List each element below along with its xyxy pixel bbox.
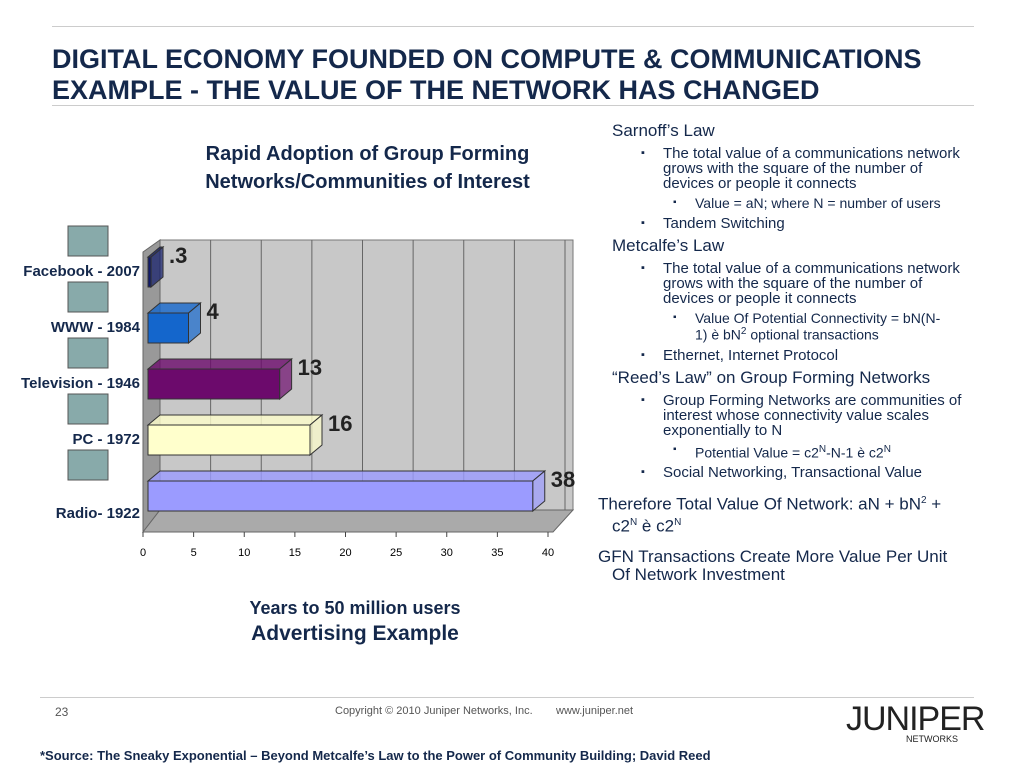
sub-bullet: Potential Value = c2N-N-1 è c2N [673,443,945,461]
text-part: Value = aN; where N = number of users [695,195,941,211]
text-part: N [883,443,891,455]
value-label: 4 [207,299,220,324]
bar-front [147,424,311,456]
value-label: 16 [328,411,352,436]
value-label: 38 [551,467,575,492]
x-tick-label: 15 [289,547,301,559]
footer-rule [40,697,974,698]
conclusion: Therefore Total Value Of Network: aN + b… [598,492,962,535]
top-rule [52,26,974,27]
category-icon [67,449,109,481]
text-part: -N-1 è c2 [826,444,884,461]
title-rule [52,105,974,106]
x-tick-label: 5 [191,547,197,559]
x-axis-label: Years to 50 million users [249,598,461,618]
text-part: GFN Transactions Create More Value Per U… [598,546,948,584]
text-part: 2 [740,326,747,337]
text-part: + c2 [612,494,942,536]
category-label: Radio- 1922 [56,505,140,522]
text-part: Tandem Switching [663,215,785,232]
conclusion: GFN Transactions Create More Value Per U… [598,546,962,584]
bar-front [147,312,189,344]
category-label: Television - 1946 [21,375,140,392]
bullet: Tandem Switching [641,215,963,232]
bar [146,413,324,457]
floor [141,509,575,533]
text-part: Potential Value = c2 [695,444,819,461]
text-part: Group Forming Networks are communities o… [663,391,962,439]
text-part: Ethernet, Internet Protocol [663,346,839,364]
value-label: .3 [169,243,187,268]
section-heading: “Reed’s Law” on Group Forming Networks [612,367,931,387]
bar [146,301,202,345]
text-part: The total value of a communications netw… [663,260,960,307]
bar-top [146,414,324,426]
text-part: Social Networking, Transactional Value [663,464,923,482]
text-part: N [629,516,638,528]
bar-front [147,256,152,288]
bar [146,245,165,289]
bullet: Social Networking, Transactional Value [641,464,963,482]
chart: 0 5 10 15 20 25 30 35 40 .3 Facebook - 2007 4 WWW - … [21,225,575,559]
x-tick-label: 40 [542,547,554,559]
text-part: Value Of Potential Connectivity = bN(N-1… [695,310,941,343]
url: www.juniper.net [556,705,634,717]
text-part: Therefore Total Value Of Network: aN + b… [598,494,921,514]
text-part: optional transactions [746,326,879,343]
bar [146,469,547,513]
sidebar: Sarnoff’s Law The total value of a commun… [598,116,968,584]
x-tick-label: 20 [339,547,351,559]
x-tick-label: 25 [390,547,402,559]
source: *Source: The Sneaky Exponential – Beyond… [40,748,711,763]
bar [146,357,294,401]
text-part: è c2 [637,516,675,536]
bullet: Group Forming Networks are communities o… [641,391,963,439]
bar-top [146,470,547,482]
section-heading: Metcalfe’s Law [612,236,725,255]
bar-front [147,480,534,512]
slide-title: EXAMPLE - THE VALUE OF THE NETWORK HAS C… [52,75,820,105]
category-label: WWW - 1984 [51,319,141,336]
page-number: 23 [55,705,69,719]
category-icon [67,393,109,425]
bar-top [146,358,294,370]
x-tick-label: 10 [238,547,250,559]
category-label: PC - 1972 [72,431,140,448]
category-icon [67,225,109,257]
category-icon [67,281,109,313]
category-label: Facebook - 2007 [23,263,140,280]
text-part: 2 [921,495,927,507]
chart-title: Rapid Adoption of Group Forming Networks… [205,143,530,193]
section-heading: Sarnoff’s Law [612,121,715,140]
logo-sub: NETWORKS [906,734,959,744]
bullet: The total value of a communications netw… [641,145,963,192]
chart-subtitle: Advertising Example [251,622,459,645]
category-icon [67,337,109,369]
copyright: Copyright © 2010 Juniper Networks, Inc. [335,705,533,717]
sub-bullet: Value Of Potential Connectivity = bN(N-1… [673,310,945,343]
sub-bullet: Value = aN; where N = number of users [673,195,945,211]
bar-front [147,368,281,400]
logo: JUNIPER [846,700,985,738]
bullet: The total value of a communications netw… [641,260,963,307]
text-part: N [674,516,682,528]
x-tick-label: 30 [441,547,453,559]
x-tick-label: 35 [491,547,503,559]
text-part: N [818,443,827,455]
slide-title: DIGITAL ECONOMY FOUNDED ON COMPUTE & COM… [52,44,922,74]
text-part: The total value of a communications netw… [663,145,960,192]
x-tick-label: 0 [140,547,146,559]
value-label: 13 [298,355,322,380]
bullet: Ethernet, Internet Protocol [641,346,963,364]
